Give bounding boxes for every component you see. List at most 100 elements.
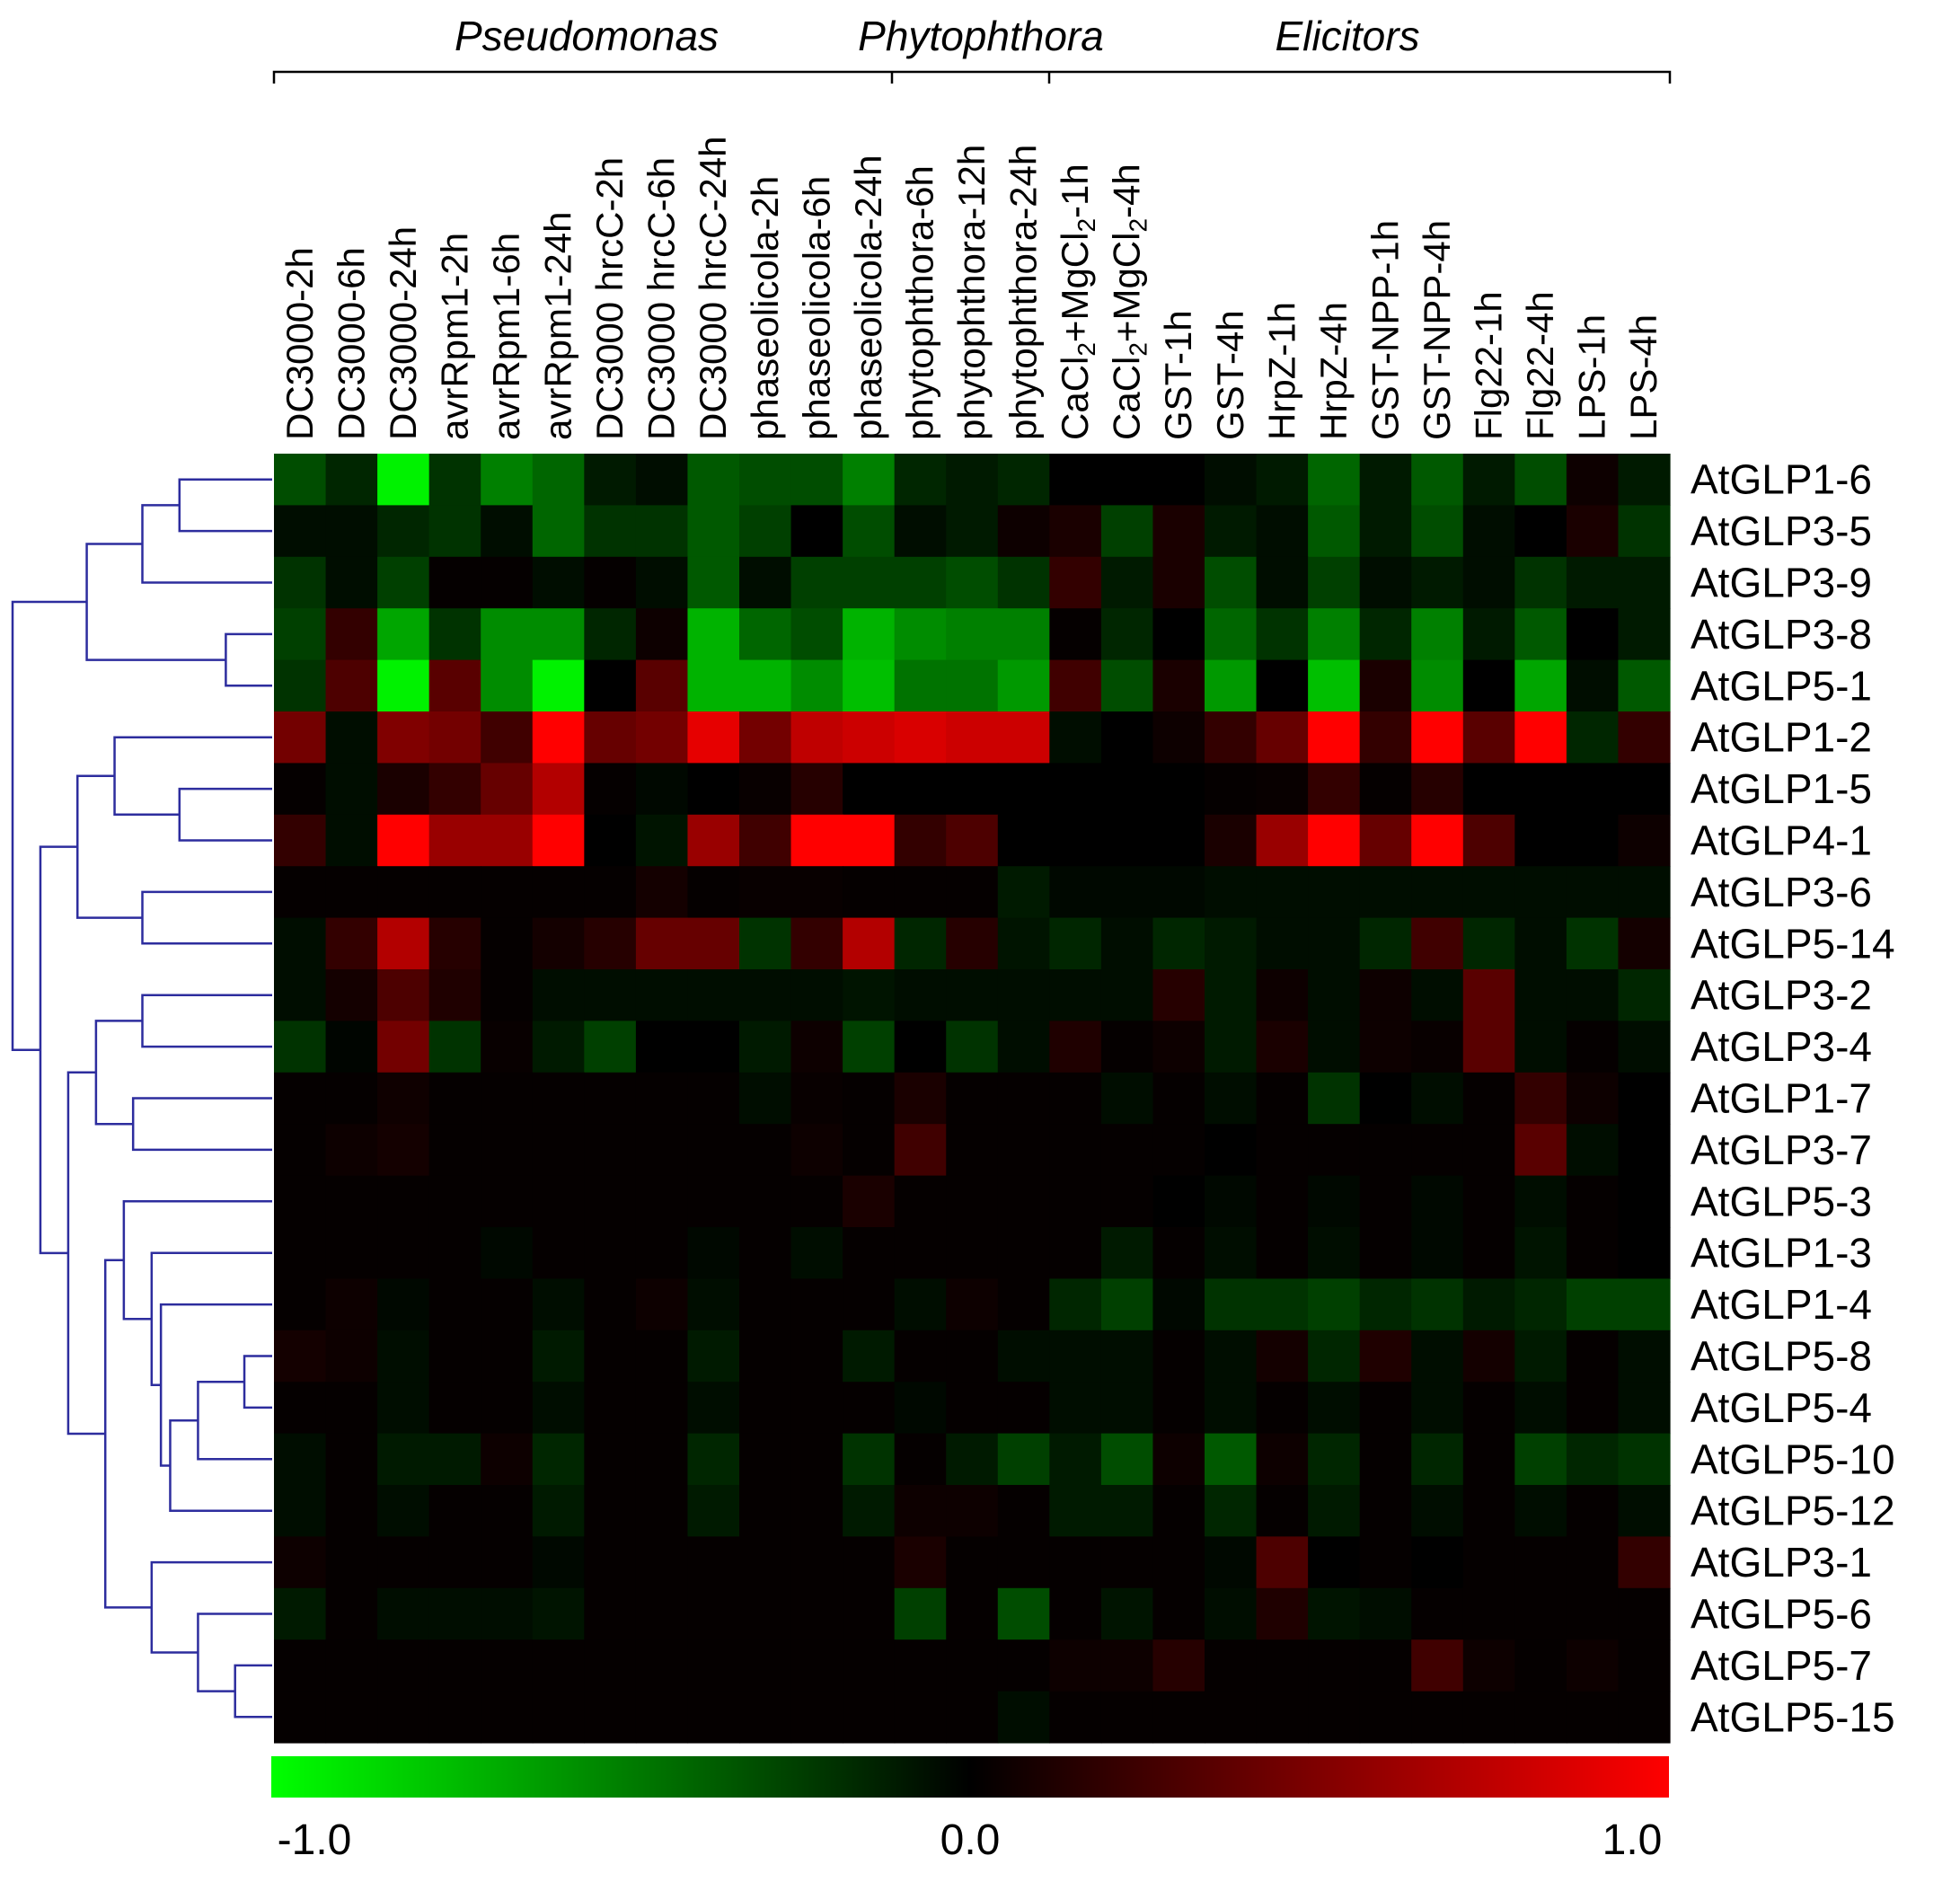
column-label: avrRpm1-2h (433, 233, 475, 440)
heatmap-cell (687, 1587, 740, 1640)
dendrogram-branch (178, 787, 272, 842)
heatmap-cell (1308, 556, 1361, 609)
heatmap-cell (843, 1227, 896, 1279)
heatmap-cell (1566, 1485, 1620, 1537)
heatmap-cell (1100, 1175, 1154, 1228)
heatmap-cell (946, 505, 999, 558)
heatmap-cell (739, 1691, 792, 1744)
heatmap-cell (1411, 969, 1464, 1021)
heatmap-cell (843, 763, 896, 816)
row-labels: AtGLP1-6AtGLP3-5AtGLP3-9AtGLP3-8AtGLP5-1… (1691, 456, 1895, 1741)
heatmap-cell (1359, 505, 1412, 558)
heatmap-cell (377, 659, 430, 712)
heatmap-cell (997, 505, 1050, 558)
heatmap-cell (481, 969, 534, 1021)
heatmap-cell (1514, 1227, 1567, 1279)
column-label: HrpZ-1h (1260, 302, 1302, 440)
heatmap-cell (1205, 1227, 1258, 1279)
heatmap-cell (1152, 505, 1205, 558)
heatmap-cell (997, 1536, 1050, 1589)
heatmap-cell (1100, 1278, 1154, 1331)
heatmap-cell (1100, 711, 1154, 764)
heatmap-cell (687, 1175, 740, 1228)
heatmap-cell (325, 814, 378, 867)
heatmap-cell (1205, 866, 1258, 919)
column-label: phaseolicola-6h (795, 176, 837, 440)
heatmap-cell (1566, 556, 1620, 609)
heatmap-cell (1049, 1072, 1102, 1125)
scale-label-mid: 0.0 (940, 1816, 1001, 1864)
dendrogram-branch (197, 1380, 272, 1461)
heatmap-cell (584, 505, 637, 558)
heatmap-cell (1411, 1536, 1464, 1589)
heatmap-cell (1100, 1124, 1154, 1177)
heatmap-cell (1566, 814, 1620, 867)
heatmap-cell (843, 1021, 896, 1074)
heatmap-cell (1256, 1382, 1309, 1435)
heatmap-cell (584, 1330, 637, 1383)
heatmap-cell (843, 505, 896, 558)
heatmap-cell (843, 1278, 896, 1331)
heatmap-cell (532, 1536, 585, 1589)
heatmap-cell (1462, 1587, 1515, 1640)
scale-label-max: 1.0 (1602, 1816, 1663, 1864)
heatmap-cell (1256, 711, 1309, 764)
heatmap-cell (1411, 866, 1464, 919)
heatmap-cell (584, 454, 637, 506)
heatmap-cell (274, 1175, 327, 1228)
heatmap-cell (377, 454, 430, 506)
heatmap-cell (1359, 1021, 1412, 1074)
heatmap-cell (1411, 1330, 1464, 1383)
heatmap-cell (1566, 917, 1620, 970)
heatmap-cell (1462, 917, 1515, 970)
heatmap-cell (946, 1485, 999, 1537)
heatmap-cell (790, 711, 843, 764)
heatmap-cell (584, 1639, 637, 1692)
heatmap-cell (1100, 454, 1154, 506)
heatmap-cell (687, 814, 740, 867)
heatmap-cell (481, 659, 534, 712)
heatmap-cell (1152, 1691, 1205, 1744)
heatmap-cell (1514, 1382, 1567, 1435)
heatmap-cell (739, 1227, 792, 1279)
heatmap-cell (997, 969, 1050, 1021)
heatmap-cell (584, 1433, 637, 1486)
heatmap-cell (1308, 866, 1361, 919)
heatmap-cell (739, 556, 792, 609)
heatmap-cell (635, 1433, 689, 1486)
heatmap-cell (1205, 1587, 1258, 1640)
dendrogram-branch (243, 1355, 272, 1409)
heatmap-cell (584, 763, 637, 816)
heatmap-cell (1411, 917, 1464, 970)
row-label: AtGLP4-1 (1691, 817, 1872, 864)
heatmap-cell (1566, 711, 1620, 764)
heatmap-cell (894, 505, 947, 558)
row-label: AtGLP1-4 (1691, 1281, 1872, 1328)
heatmap-cell (1514, 454, 1567, 506)
heatmap-cell (790, 1227, 843, 1279)
heatmap-cell (1256, 1691, 1309, 1744)
heatmap-cell (532, 763, 585, 816)
heatmap-cell (1618, 1072, 1671, 1125)
heatmap-cell (1152, 1175, 1205, 1228)
heatmap-cell (325, 1072, 378, 1125)
heatmap-cell (1514, 608, 1567, 661)
heatmap-cell (428, 1124, 481, 1177)
heatmap-cell (1205, 1175, 1258, 1228)
heatmap-cell (687, 1639, 740, 1692)
heatmap-cell (377, 1433, 430, 1486)
heatmap-cell (946, 659, 999, 712)
heatmap-cell (997, 454, 1050, 506)
heatmap-cell (1359, 1485, 1412, 1537)
heatmap-cell (1618, 1278, 1671, 1331)
heatmap-cell (532, 1587, 585, 1640)
heatmap-cell (274, 1433, 327, 1486)
heatmap-cell (377, 1072, 430, 1125)
heatmap-cell (1308, 659, 1361, 712)
heatmap-cell (1308, 1072, 1361, 1125)
heatmap-cell (1359, 1639, 1412, 1692)
heatmap-cell (1152, 917, 1205, 970)
heatmap-cell (481, 1278, 534, 1331)
heatmap-cell (1049, 1536, 1102, 1589)
heatmap-cell (1566, 763, 1620, 816)
